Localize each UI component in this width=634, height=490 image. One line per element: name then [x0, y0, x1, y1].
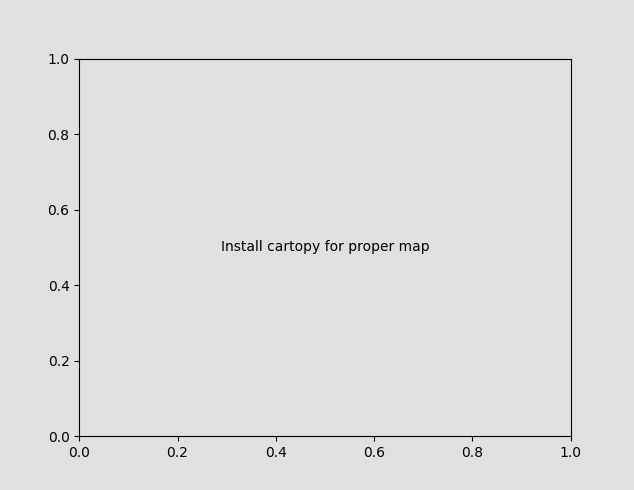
Text: Install cartopy for proper map: Install cartopy for proper map — [221, 241, 429, 254]
